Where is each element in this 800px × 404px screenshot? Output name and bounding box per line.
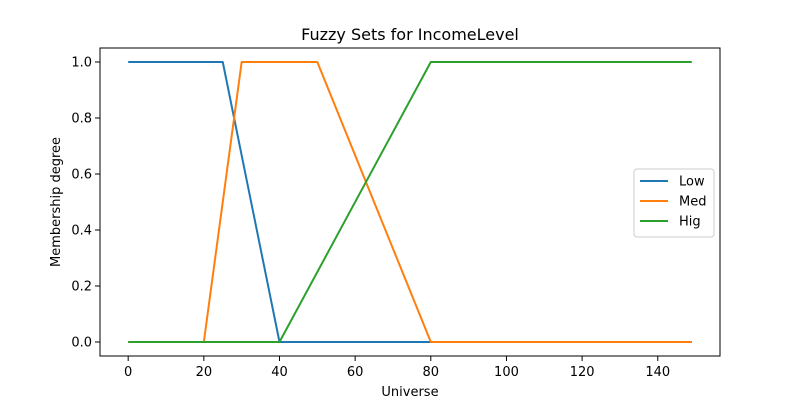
y-tick-label: 0.6 [71,168,92,183]
x-tick-label: 80 [423,365,440,380]
y-tick-label: 0.8 [71,112,92,127]
y-tick-label: 0.0 [71,336,92,351]
series-line-hig [128,61,692,343]
x-axis-ticks: 0 20 40 60 80 100 120 140 [124,356,670,380]
x-tick-label: 20 [196,365,213,380]
y-tick-label: 1.0 [71,56,92,71]
legend-label-low: Low [679,175,705,190]
y-tick-label: 0.4 [71,224,92,239]
series-layer [128,61,692,343]
x-tick-label: 60 [347,365,364,380]
legend-label-med: Med [679,195,706,210]
legend-label-hig: Hig [679,215,701,230]
y-axis-label: Membership degree [49,137,64,267]
x-tick-label: 100 [494,365,519,380]
y-tick-label: 0.2 [71,280,92,295]
x-tick-label: 140 [645,365,670,380]
y-axis-ticks: 0.0 0.2 0.4 0.6 0.8 1.0 [71,56,100,351]
x-tick-label: 40 [271,365,288,380]
x-tick-label: 0 [124,365,132,380]
plot-area [99,47,721,357]
legend-items: Low Med Hig [640,175,706,230]
x-tick-label: 120 [570,365,595,380]
axes-frame [99,47,721,357]
legend: Low Med Hig [633,168,715,238]
x-axis-label: Universe [381,385,438,400]
chart-title: Fuzzy Sets for IncomeLevel [301,25,519,44]
